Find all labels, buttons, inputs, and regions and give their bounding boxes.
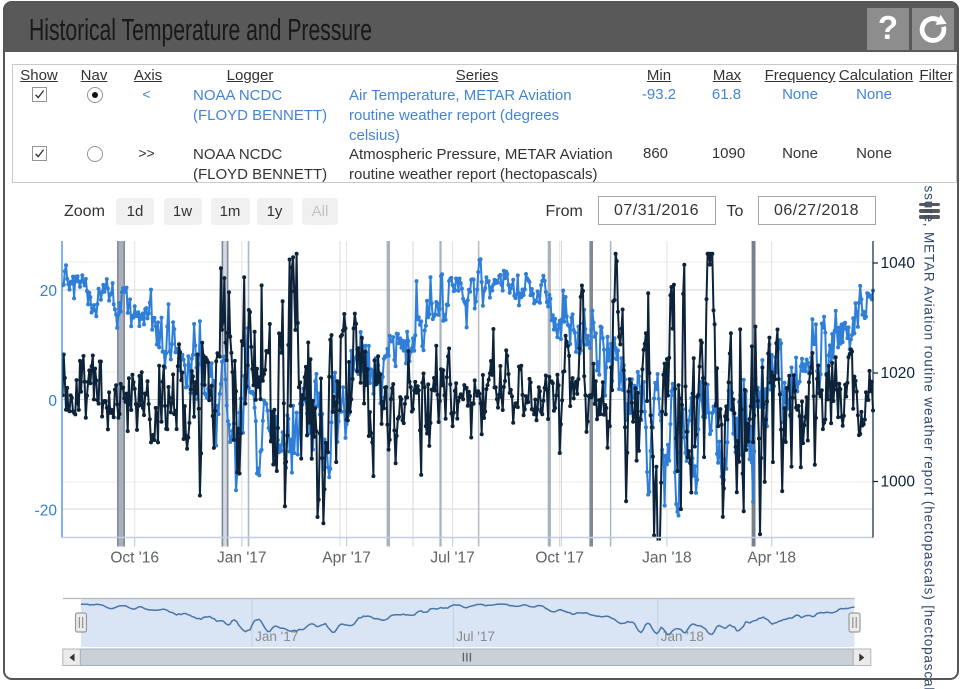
svg-text:Jan '18: Jan '18 <box>642 550 692 567</box>
svg-text:Jul '17: Jul '17 <box>456 629 495 644</box>
svg-text:Oct '17: Oct '17 <box>535 550 584 567</box>
svg-text:1020: 1020 <box>881 365 916 382</box>
svg-text:Atmospheric Pressure, METAR Av: Atmospheric Pressure, METAR Aviation rou… <box>922 186 937 689</box>
svg-text:Jan '17: Jan '17 <box>255 629 298 644</box>
svg-text:Apr '18: Apr '18 <box>747 550 796 567</box>
svg-text:1040: 1040 <box>881 255 916 272</box>
svg-text:Jul '17: Jul '17 <box>430 550 474 567</box>
svg-text:Oct '16: Oct '16 <box>110 550 159 567</box>
svg-text:Jan '17: Jan '17 <box>217 550 267 567</box>
svg-text:1000: 1000 <box>881 474 916 491</box>
svg-text:0: 0 <box>48 393 57 410</box>
svg-text:20: 20 <box>40 283 58 300</box>
svg-text:-20: -20 <box>35 503 58 520</box>
svg-text:Apr '17: Apr '17 <box>322 550 371 567</box>
